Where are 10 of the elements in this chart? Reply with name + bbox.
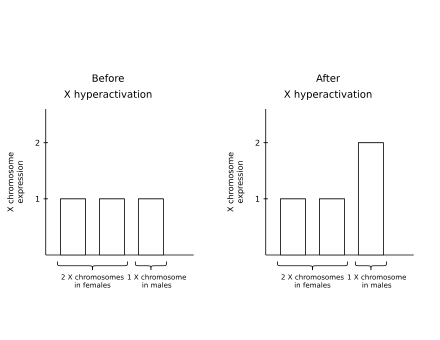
y-tick-label: 1 (36, 196, 40, 202)
y-tick-label: 2 (256, 140, 260, 146)
chart-title: After (316, 74, 340, 82)
chart-title: Before (92, 74, 124, 82)
y-axis-title: X chromosome expression (7, 152, 24, 212)
y-tick-label: 1 (256, 196, 260, 202)
chart-subtitle: X hyperactivation (64, 90, 152, 100)
y-tick-label: 2 (36, 140, 40, 146)
chart-subtitle: X hyperactivation (284, 90, 372, 100)
y-axis-title: X chromosome expression (227, 152, 244, 212)
